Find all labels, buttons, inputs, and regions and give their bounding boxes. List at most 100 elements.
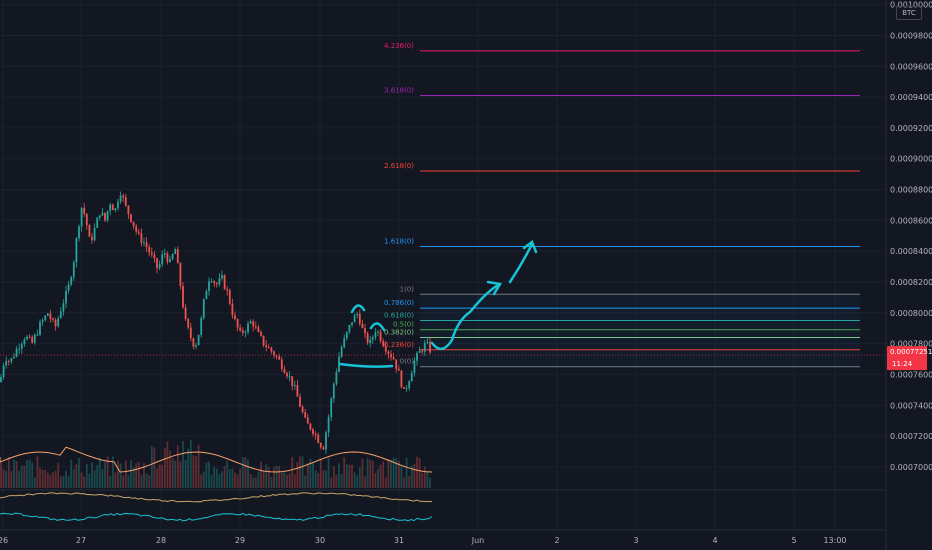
volume-bar bbox=[215, 468, 218, 488]
volume-bar bbox=[59, 476, 62, 488]
volume-bar bbox=[364, 476, 366, 488]
volume-bar bbox=[387, 458, 390, 488]
volume-bar bbox=[252, 477, 255, 488]
candle-body bbox=[309, 423, 312, 430]
candle-body bbox=[150, 252, 153, 255]
volume-bar bbox=[83, 476, 86, 488]
candle-body bbox=[145, 242, 148, 247]
candle-body bbox=[39, 321, 41, 335]
volume-bar bbox=[2, 469, 5, 488]
candle-body bbox=[353, 315, 356, 323]
volume-bar bbox=[218, 473, 221, 488]
x-tick-label: 4 bbox=[712, 536, 717, 545]
candle-body bbox=[403, 386, 405, 389]
price-badge-value: 0.00077251 bbox=[890, 348, 932, 356]
volume-bar bbox=[353, 472, 356, 488]
volume-bar bbox=[91, 462, 93, 488]
volume-bar bbox=[117, 460, 119, 488]
volume-bar bbox=[244, 457, 247, 488]
candle-body bbox=[215, 283, 218, 285]
candle-body bbox=[49, 313, 52, 319]
candle-body bbox=[400, 370, 403, 387]
candle-body bbox=[247, 323, 249, 333]
volume-bar bbox=[75, 464, 78, 488]
volume-bar bbox=[348, 464, 351, 488]
candle-body bbox=[18, 348, 21, 350]
fib-level-label: 0.5(0) bbox=[393, 321, 414, 329]
volume-bar bbox=[332, 466, 335, 488]
candle-body bbox=[135, 226, 138, 232]
volume-bar bbox=[78, 457, 80, 488]
candle-body bbox=[202, 299, 205, 319]
candle-body bbox=[299, 396, 301, 407]
candle-body bbox=[319, 443, 322, 448]
volume-bar bbox=[312, 462, 314, 488]
candle-body bbox=[325, 432, 327, 450]
volume-bar bbox=[314, 470, 317, 488]
candle-body bbox=[41, 320, 44, 322]
x-tick-label: 26 bbox=[0, 536, 8, 545]
volume-bar bbox=[122, 475, 125, 488]
volume-bar bbox=[426, 470, 429, 488]
volume-ma-line bbox=[0, 446, 433, 473]
volume-bar bbox=[205, 462, 208, 488]
candle-body bbox=[132, 221, 135, 227]
candle-body bbox=[166, 253, 169, 262]
candle-body bbox=[122, 195, 125, 198]
candle-body bbox=[405, 388, 408, 390]
candle-body bbox=[189, 327, 192, 339]
candle-body bbox=[148, 246, 151, 253]
volume-bar bbox=[106, 456, 109, 488]
candle-body bbox=[361, 323, 364, 329]
volume-bar bbox=[93, 470, 96, 488]
volume-bar bbox=[322, 470, 325, 488]
volume-bar bbox=[221, 471, 223, 488]
candle-body bbox=[234, 315, 236, 320]
volume-bar bbox=[169, 450, 171, 488]
volume-bar bbox=[148, 475, 151, 488]
volume-bar bbox=[137, 461, 140, 488]
fib-level-label: 0.236(0) bbox=[384, 341, 414, 349]
volume-bar bbox=[249, 474, 252, 488]
candle-body bbox=[169, 259, 171, 262]
volume-bar bbox=[273, 467, 275, 488]
volume-bar bbox=[31, 462, 34, 488]
volume-bar bbox=[15, 461, 18, 488]
candle-body bbox=[221, 275, 223, 279]
fib-level-label: 1.618(0) bbox=[384, 238, 414, 246]
volume-bar bbox=[369, 459, 372, 488]
candle-body bbox=[358, 313, 361, 324]
candle-body bbox=[176, 249, 179, 264]
candle-body bbox=[364, 328, 366, 334]
drawing-annotations[interactable] bbox=[338, 240, 538, 368]
volume-bar bbox=[210, 475, 213, 488]
volume-bar bbox=[241, 457, 244, 488]
candle-body bbox=[293, 385, 296, 387]
candle-body bbox=[91, 236, 93, 241]
candle-body bbox=[15, 348, 18, 357]
volume-bar bbox=[283, 472, 286, 488]
volume-bar bbox=[57, 462, 60, 488]
candle-body bbox=[322, 447, 325, 450]
volume-bar bbox=[0, 460, 2, 488]
fibonacci-extension[interactable]: 4.236(0) 3.618(0) 2.618(0) 1.618(0) 1(0) 0.78… bbox=[384, 42, 860, 368]
volume-bar bbox=[70, 459, 73, 488]
candle-body bbox=[387, 351, 390, 354]
candle-body bbox=[109, 204, 112, 211]
candle-body bbox=[46, 313, 49, 316]
currency-label[interactable]: BTC bbox=[896, 6, 922, 20]
volume-bar bbox=[309, 458, 312, 488]
candle-body bbox=[104, 212, 106, 221]
volume-bar bbox=[374, 472, 377, 488]
candle-body bbox=[197, 334, 200, 346]
candle-body bbox=[312, 429, 314, 434]
candle-body bbox=[327, 417, 330, 433]
candle-body bbox=[158, 264, 161, 269]
candle-body bbox=[330, 398, 333, 418]
candle-body bbox=[124, 197, 127, 206]
candle-body bbox=[377, 331, 379, 333]
volume-bar bbox=[119, 463, 122, 488]
